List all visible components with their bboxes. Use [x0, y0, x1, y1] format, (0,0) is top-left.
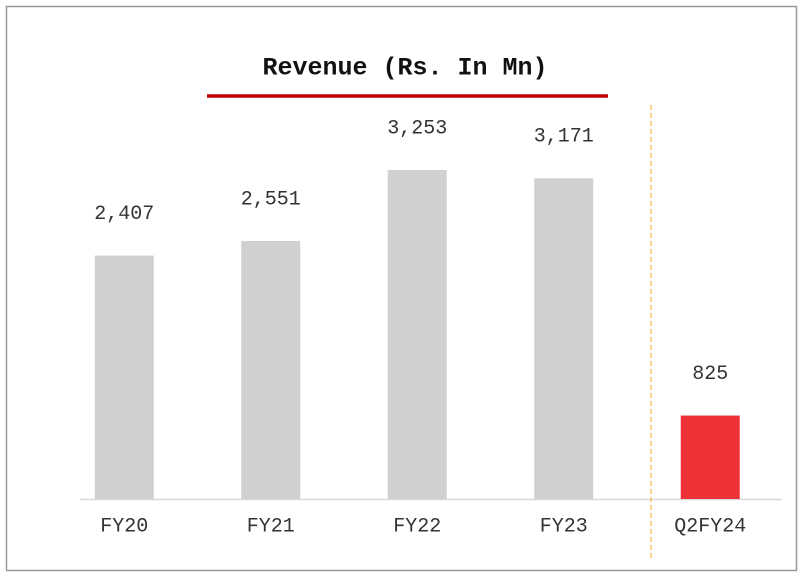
x-tick-label: FY20: [100, 515, 148, 538]
value-label: 825: [692, 363, 728, 386]
x-tick-label: Q2FY24: [674, 515, 746, 538]
chart-title: Revenue (Rs. In Mn): [262, 54, 547, 83]
x-tick-label: FY23: [540, 515, 588, 538]
bar: [534, 178, 594, 499]
bar: [680, 415, 740, 499]
x-tick-label: FY21: [247, 515, 295, 538]
value-label: 3,171: [534, 126, 594, 149]
value-label: 2,407: [94, 203, 154, 226]
value-label: 3,253: [387, 117, 447, 140]
value-label: 2,551: [241, 188, 301, 211]
x-tick-label: FY22: [393, 515, 441, 538]
bar: [94, 255, 154, 499]
bar: [387, 170, 447, 499]
bar: [241, 240, 301, 499]
